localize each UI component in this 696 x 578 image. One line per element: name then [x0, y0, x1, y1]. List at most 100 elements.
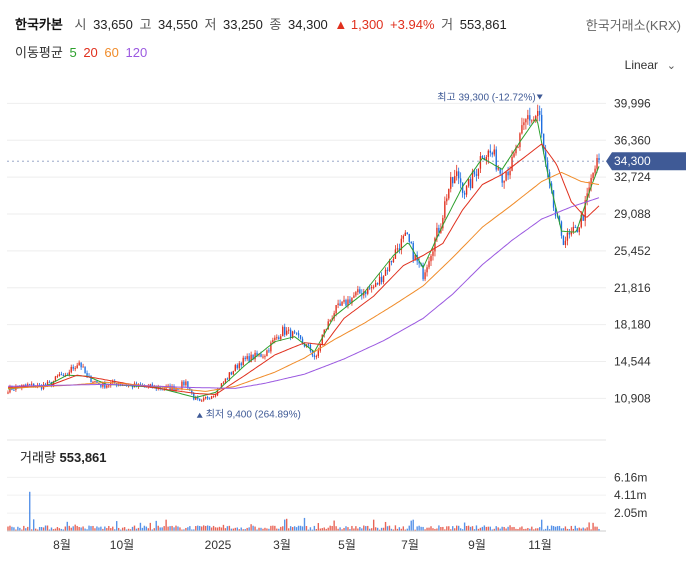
- candle-body: [521, 125, 523, 134]
- volume-bar: [424, 529, 426, 531]
- candle: [199, 398, 201, 402]
- candle-body: [558, 216, 561, 222]
- candle-body: [88, 375, 90, 377]
- candle-body: [7, 392, 9, 394]
- y-tick-label: 18,180: [614, 318, 651, 332]
- current-price-label: 34,300: [614, 154, 651, 168]
- volume-bar: [199, 525, 201, 531]
- volume-bar: [232, 528, 235, 531]
- volume-bar: [56, 527, 59, 531]
- candle-body: [349, 299, 351, 304]
- volume-bar: [52, 529, 55, 531]
- volume-bar: [173, 527, 175, 531]
- y-tick-label: 36,360: [614, 133, 651, 147]
- volume-bar: [479, 527, 482, 531]
- ma-60-label[interactable]: 60: [104, 45, 119, 60]
- chevron-down-icon[interactable]: ⌄: [666, 60, 676, 72]
- ma-legend: 이동평균 5 20 60 120: [15, 42, 150, 61]
- candle-body: [307, 344, 310, 346]
- candle: [596, 154, 598, 173]
- candle-body: [422, 265, 424, 280]
- volume-bar: [117, 527, 120, 531]
- volume-bar: [280, 526, 282, 531]
- candle-body: [550, 183, 553, 191]
- candle: [450, 171, 452, 193]
- candle-body: [588, 187, 590, 194]
- volume-bar: [550, 525, 553, 531]
- candle-body: [29, 384, 31, 386]
- candle: [266, 349, 268, 357]
- volume-bar: [197, 525, 199, 531]
- candle: [598, 153, 600, 164]
- candle-body: [212, 396, 215, 398]
- volume-bar: [367, 525, 369, 531]
- candle-body: [248, 356, 250, 363]
- low-annotation: 최저 9,400 (264.89%): [206, 409, 301, 421]
- candle: [446, 194, 448, 206]
- candle: [48, 380, 51, 383]
- y-tick-label: 32,724: [614, 170, 651, 184]
- x-tick-label: 5월: [338, 538, 356, 552]
- volume-bar: [542, 529, 545, 531]
- candle-body: [56, 375, 59, 377]
- candle-body: [580, 214, 582, 228]
- candle-body: [341, 301, 343, 306]
- candle-body: [570, 231, 573, 235]
- candle: [187, 380, 189, 390]
- candle: [353, 292, 355, 299]
- volume-bar: [104, 526, 106, 531]
- volume-bar: [481, 526, 484, 531]
- candle-body: [254, 352, 256, 360]
- candle-body: [250, 354, 252, 363]
- volume-bar: [467, 525, 470, 531]
- volume-bar: [598, 529, 600, 531]
- candle-body: [369, 287, 371, 289]
- volume-bar: [418, 525, 420, 531]
- x-tick-label: 11월: [528, 538, 552, 552]
- ma-20-label[interactable]: 20: [83, 45, 98, 60]
- candle: [507, 166, 509, 180]
- candle-body: [560, 221, 563, 236]
- volume-bar: [147, 528, 150, 531]
- volume-bar: [461, 529, 464, 531]
- candle-body: [329, 320, 331, 322]
- candle-body: [367, 287, 369, 294]
- candle: [232, 370, 235, 375]
- candle-body: [578, 227, 580, 233]
- volume-bar: [204, 525, 207, 531]
- candle-body: [390, 260, 393, 263]
- candle: [376, 282, 379, 286]
- candle-body: [546, 162, 549, 173]
- candle-body: [244, 357, 246, 360]
- candle-body: [297, 333, 300, 336]
- volume-bar: [426, 527, 428, 531]
- ma-line-60: [7, 171, 600, 392]
- candle: [25, 383, 27, 386]
- candle: [495, 146, 497, 172]
- volume-bar: [558, 525, 561, 531]
- volume-bar: [163, 526, 165, 531]
- ma-5-label[interactable]: 5: [69, 45, 77, 60]
- volume-bar: [248, 527, 250, 531]
- volume-bar: [384, 521, 387, 531]
- volume-bar: [455, 525, 458, 531]
- volume-bar: [303, 517, 306, 531]
- scale-selector[interactable]: Linear: [624, 58, 658, 72]
- candle: [282, 325, 284, 337]
- candle-body: [465, 185, 468, 195]
- candle: [382, 275, 385, 285]
- volume-bar: [475, 525, 478, 531]
- candle: [584, 195, 586, 227]
- volume-bar: [408, 525, 410, 531]
- volume-bar: [517, 529, 519, 531]
- ma-120-label[interactable]: 120: [125, 45, 148, 60]
- candle-body: [13, 389, 15, 391]
- candle-body: [365, 291, 367, 294]
- volume-bar: [64, 526, 67, 531]
- candle-body: [469, 178, 472, 189]
- candle-body: [68, 372, 70, 376]
- candle: [430, 254, 432, 267]
- candle: [339, 299, 341, 306]
- candle-body: [428, 261, 430, 268]
